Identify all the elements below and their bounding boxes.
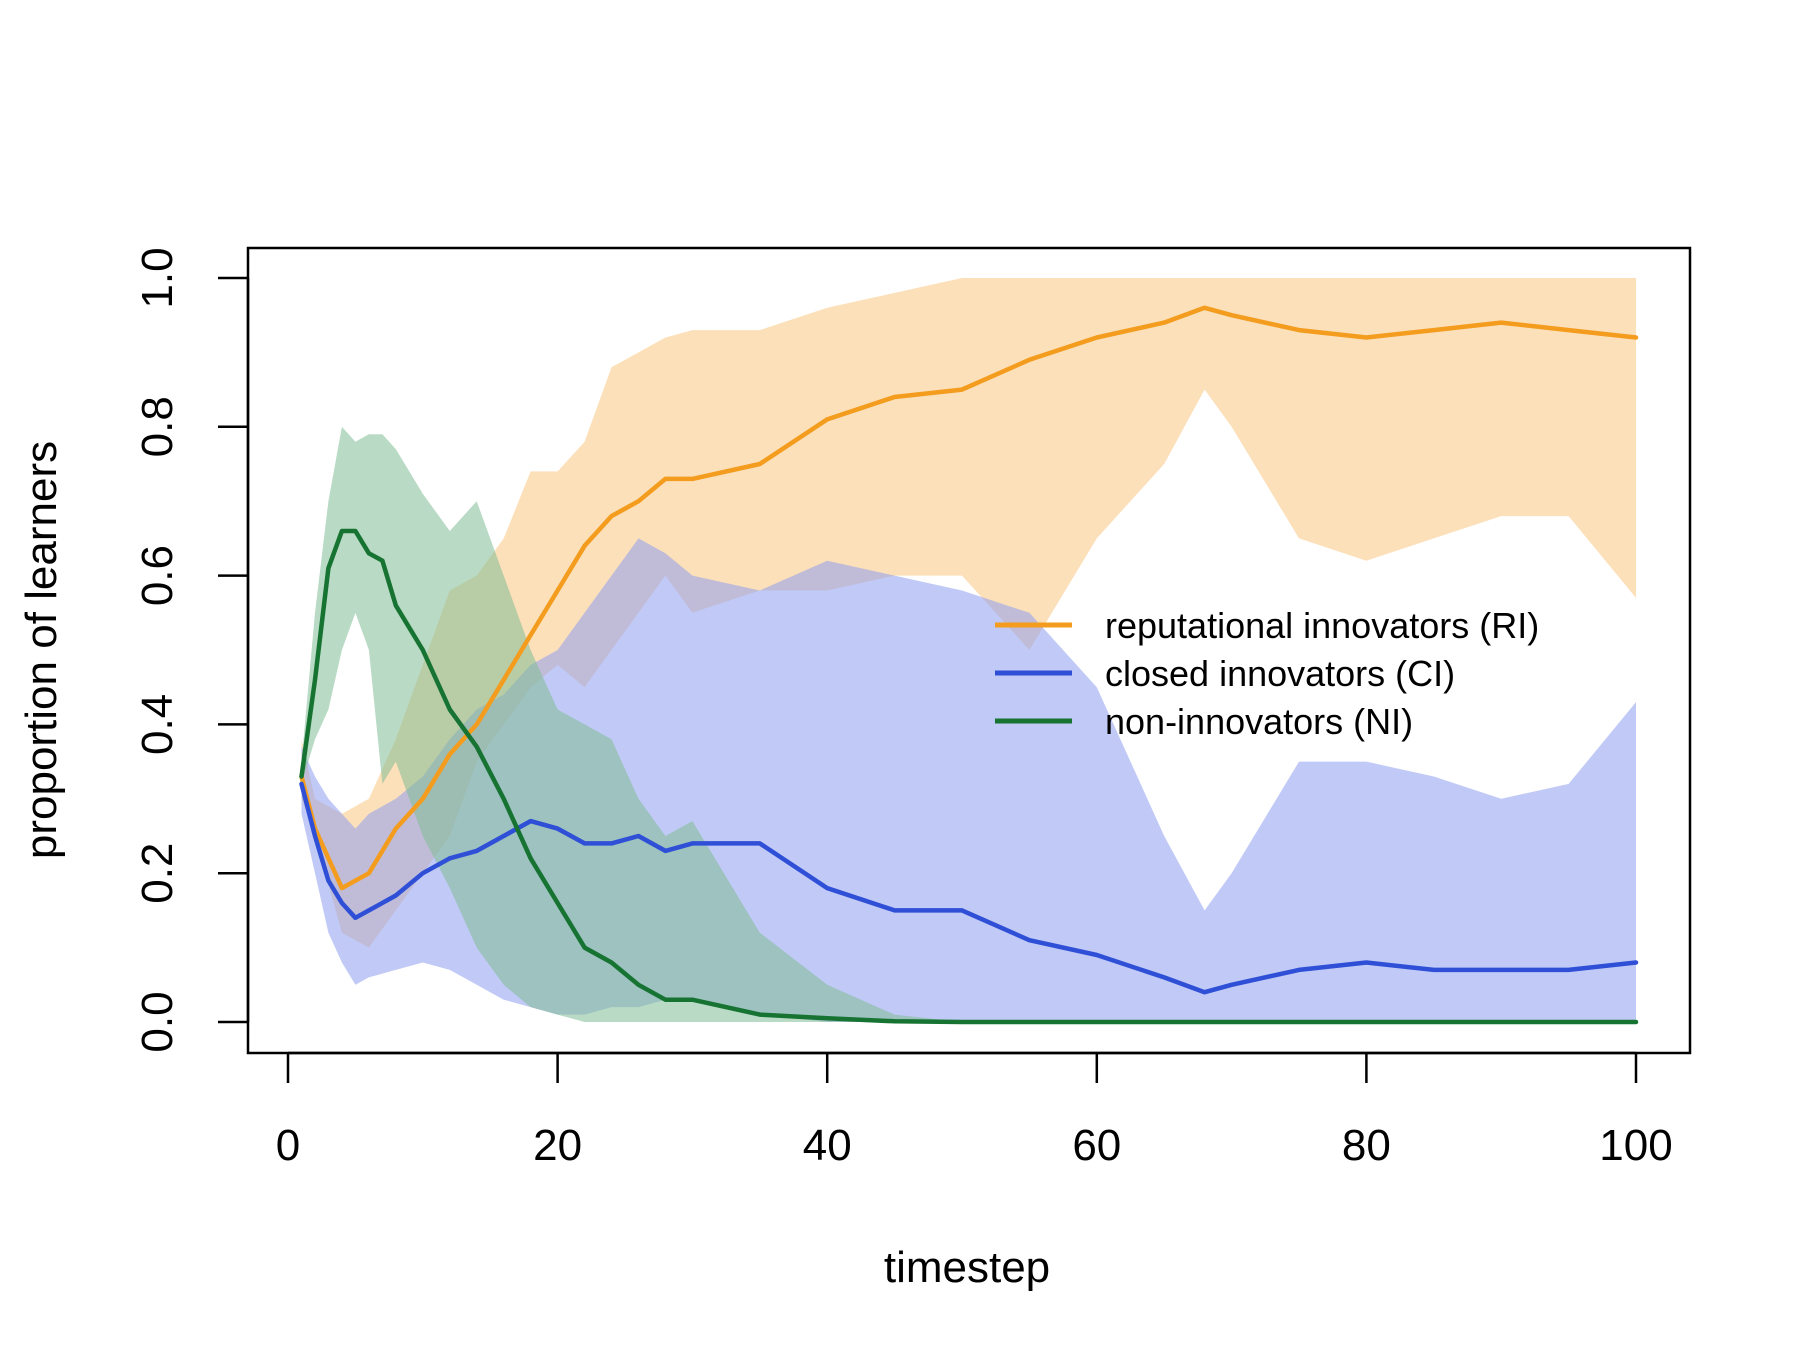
x-tick-label: 60: [1072, 1121, 1121, 1170]
x-tick-label: 40: [803, 1121, 852, 1170]
legend: reputational innovators (RI) closed innov…: [995, 605, 1539, 742]
y-tick-label: 0.4: [133, 694, 182, 755]
non-innovators-ni-band: [301, 426, 1636, 1022]
y-tick-label: 0.2: [133, 843, 182, 904]
series-lines: [299, 305, 1639, 1025]
y-tick-label: 1.0: [133, 247, 182, 308]
x-axis: 0 20 40 60 80 100: [276, 1051, 1673, 1170]
confidence-bands: [301, 278, 1636, 1022]
legend-label-non-innovators-ni: non-innovators (NI): [1105, 701, 1413, 742]
y-axis-title: proportion of learners: [17, 441, 66, 859]
x-tick-label: 0: [276, 1121, 300, 1170]
non-innovators-ni-line: [299, 528, 1639, 1025]
x-axis-title: timestep: [884, 1243, 1050, 1292]
reputational-innovators-ri-band: [301, 278, 1636, 948]
legend-label-closed-innovators-ci: closed innovators (CI): [1105, 653, 1455, 694]
y-tick-label: 0.6: [133, 545, 182, 606]
y-tick-label: 0.0: [133, 991, 182, 1052]
reputational-innovators-ri-line: [299, 305, 1639, 891]
x-tick-label: 80: [1342, 1121, 1391, 1170]
legend-label-reputational-innovators-ri: reputational innovators (RI): [1105, 605, 1539, 646]
x-tick-label: 100: [1599, 1121, 1672, 1170]
closed-innovators-ci-line: [299, 781, 1639, 995]
y-tick-label: 0.8: [133, 396, 182, 457]
x-tick-label: 20: [533, 1121, 582, 1170]
y-axis: 0.0 0.2 0.4 0.6 0.8 1.0: [133, 247, 250, 1053]
